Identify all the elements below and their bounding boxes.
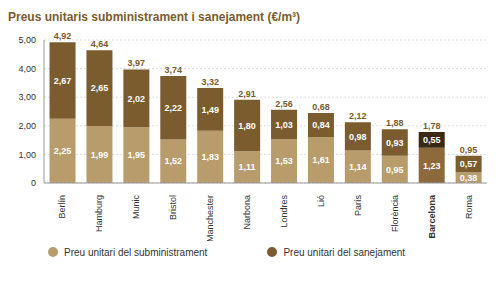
svg-text:París: París <box>353 195 363 217</box>
svg-text:2,12: 2,12 <box>349 111 367 121</box>
svg-text:2,56: 2,56 <box>275 99 293 109</box>
svg-text:Bristol: Bristol <box>168 195 178 220</box>
svg-text:1,52: 1,52 <box>165 156 183 166</box>
svg-text:Florència: Florència <box>390 195 400 232</box>
svg-text:4,64: 4,64 <box>91 39 109 49</box>
svg-text:2,25: 2,25 <box>54 146 72 156</box>
svg-text:3,74: 3,74 <box>165 65 183 75</box>
svg-text:Hamburg: Hamburg <box>94 195 104 232</box>
svg-text:3,32: 3,32 <box>201 77 219 87</box>
svg-text:1,23: 1,23 <box>423 161 441 171</box>
svg-text:1,95: 1,95 <box>128 150 146 160</box>
svg-text:2,91: 2,91 <box>238 89 256 99</box>
svg-text:1,83: 1,83 <box>201 152 219 162</box>
svg-text:2,22: 2,22 <box>165 103 183 113</box>
svg-text:0,57: 0,57 <box>460 159 478 169</box>
svg-text:1,49: 1,49 <box>201 105 219 115</box>
svg-text:Berlín: Berlín <box>57 195 67 219</box>
svg-text:0,68: 0,68 <box>312 102 330 112</box>
svg-text:Londres: Londres <box>279 195 289 228</box>
svg-text:Manchester: Manchester <box>205 195 215 241</box>
svg-text:1,61: 1,61 <box>312 155 330 165</box>
svg-text:1,80: 1,80 <box>238 121 256 131</box>
svg-text:1,14: 1,14 <box>349 162 367 172</box>
svg-text:5,00: 5,00 <box>18 35 36 45</box>
svg-text:3,97: 3,97 <box>128 58 146 68</box>
svg-text:0,93: 0,93 <box>386 138 404 148</box>
svg-text:0,55: 0,55 <box>423 135 441 145</box>
svg-text:1,53: 1,53 <box>275 156 293 166</box>
svg-text:Roma: Roma <box>464 195 474 219</box>
svg-text:0: 0 <box>31 178 36 188</box>
svg-text:1,99: 1,99 <box>91 150 109 160</box>
svg-text:1,11: 1,11 <box>239 162 256 172</box>
svg-text:0,98: 0,98 <box>349 132 367 142</box>
svg-text:0,84: 0,84 <box>312 120 330 130</box>
svg-text:Barcelona: Barcelona <box>427 194 437 239</box>
svg-text:2,67: 2,67 <box>54 76 72 86</box>
svg-text:Narbona: Narbona <box>242 195 252 230</box>
svg-text:0,38: 0,38 <box>460 173 478 183</box>
svg-text:1,03: 1,03 <box>275 120 293 130</box>
svg-text:4,00: 4,00 <box>18 64 36 74</box>
svg-text:1,00: 1,00 <box>18 150 36 160</box>
svg-text:0,95: 0,95 <box>386 165 404 175</box>
svg-text:2,02: 2,02 <box>128 94 146 104</box>
html-text:Preu unitari del subministrame: Preu unitari del subministrament <box>64 246 208 258</box>
svg-text:Lió: Lió <box>316 195 326 207</box>
svg-text:0,95: 0,95 <box>460 145 478 155</box>
svg-text:2,00: 2,00 <box>18 121 36 131</box>
svg-text:Munic: Munic <box>131 195 141 220</box>
svg-text:1,88: 1,88 <box>386 118 404 128</box>
svg-text:1,78: 1,78 <box>423 121 441 131</box>
svg-text:2,65: 2,65 <box>91 83 109 93</box>
svg-text:3,00: 3,00 <box>18 92 36 102</box>
html-text:Preu unitari del sanejament: Preu unitari del sanejament <box>283 246 406 258</box>
html-text:Preus unitaris subministrament: Preus unitaris subministrament i sanejam… <box>8 10 301 24</box>
svg-text:4,92: 4,92 <box>54 31 72 41</box>
